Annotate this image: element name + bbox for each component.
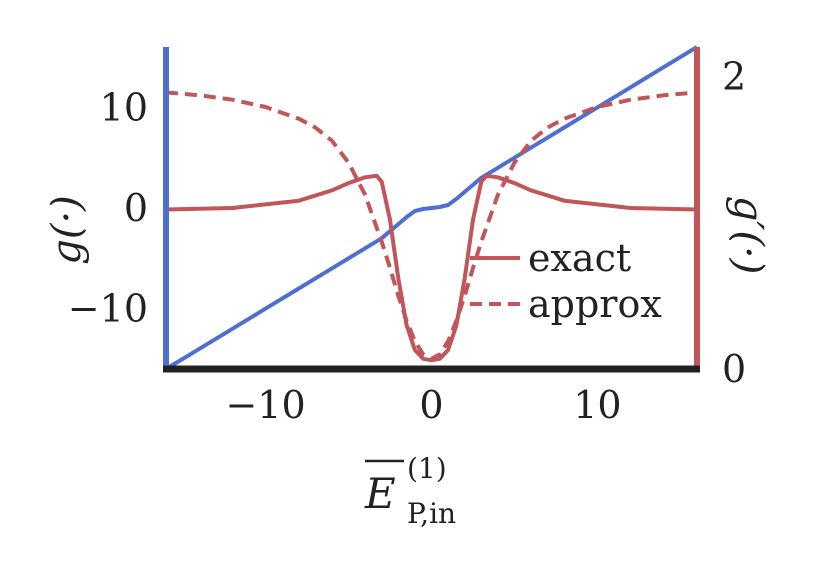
series-line-approx [165, 90, 698, 361]
x-tick-label: 0 [419, 383, 443, 427]
x-axis-label: E (1) P,in [364, 452, 456, 530]
y-left-tick-label: −10 [68, 287, 148, 331]
x-axis-label-subscript: P,in [407, 497, 456, 530]
y-right-tick-label: 2 [722, 54, 746, 98]
lines-layer [164, 45, 699, 371]
x-axis-label-superscript: (1) [407, 452, 447, 485]
tick-labels: −10 0 10 −10 0 10 0 2 [68, 54, 746, 427]
y-right-tick-label: 0 [722, 347, 746, 391]
legend-exact-label: exact [528, 236, 631, 280]
y-axis-label-left: g(·) [44, 195, 90, 265]
y-axis-label-right: g′(·) [725, 196, 771, 275]
x-axis-label-main: E [364, 469, 396, 518]
legend: exact approx [470, 236, 662, 326]
axes-layer [163, 47, 700, 373]
legend-approx-label: approx [528, 282, 662, 326]
y-left-tick-label: 0 [124, 186, 148, 230]
x-tick-label: −10 [225, 383, 305, 427]
x-tick-label: 10 [573, 383, 621, 427]
y-left-tick-label: 10 [100, 85, 148, 129]
series-line-left-axis [164, 45, 699, 371]
